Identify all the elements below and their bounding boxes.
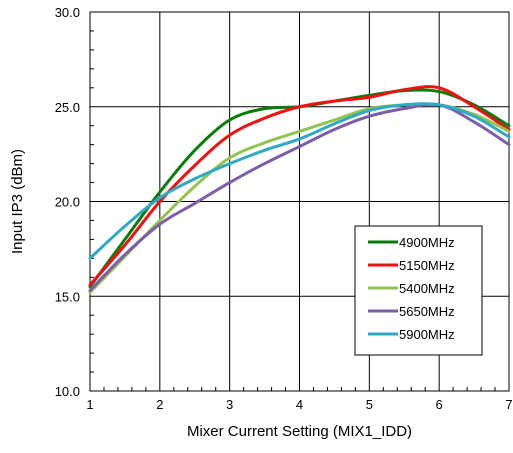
minor-ticks xyxy=(90,30,496,391)
x-tick-label: 5 xyxy=(366,397,373,412)
legend-label: 5650MHz xyxy=(399,304,455,319)
y-tick-label: 15.0 xyxy=(55,289,80,304)
y-tick-label: 25.0 xyxy=(55,100,80,115)
legend-label: 5900MHz xyxy=(399,327,455,342)
series-lines xyxy=(88,85,511,294)
legend: 4900MHz 5150MHz 5400MHz 5650MHz 5900MHz xyxy=(354,225,483,356)
series-line-5900MHz xyxy=(88,102,511,260)
series-line-5150MHz xyxy=(88,85,511,287)
x-tick-label: 6 xyxy=(436,397,443,412)
x-tick-label: 4 xyxy=(296,397,303,412)
legend-label: 5150MHz xyxy=(399,258,455,273)
x-tick-label: 7 xyxy=(505,397,512,412)
y-axis-ticks: 10.0 15.0 20.0 25.0 30.0 xyxy=(55,5,80,399)
x-tick-label: 2 xyxy=(156,397,163,412)
y-tick-label: 10.0 xyxy=(55,384,80,399)
y-axis-title: Input IP3 (dBm) xyxy=(9,149,26,254)
plot-area xyxy=(89,11,510,392)
y-tick-label: 20.0 xyxy=(55,195,80,210)
legend-label: 5400MHz xyxy=(399,281,455,296)
x-tick-label: 1 xyxy=(86,397,93,412)
x-tick-label: 3 xyxy=(226,397,233,412)
x-axis-ticks: 1 2 3 4 5 6 7 xyxy=(86,397,512,412)
legend-label: 4900MHz xyxy=(399,235,455,250)
x-axis-title: Mixer Current Setting (MIX1_IDD) xyxy=(187,423,412,440)
y-tick-label: 30.0 xyxy=(55,5,80,20)
